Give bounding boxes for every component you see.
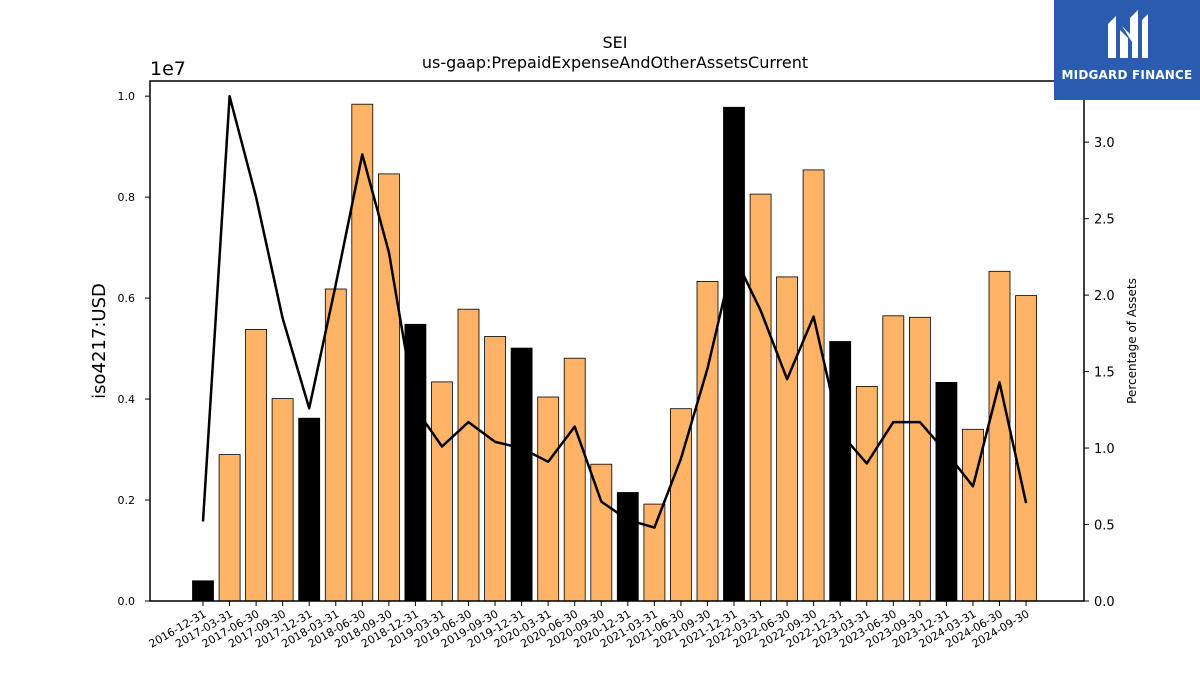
y-tick-label: 0.0 — [118, 595, 136, 608]
bar-2020-12-31 — [616, 492, 639, 602]
y2-tick-label: 1.0 — [1094, 442, 1115, 457]
bar-2019-03-31 — [431, 381, 453, 602]
y2-tick-label: 3.0 — [1094, 136, 1115, 151]
bar-2023-03-31 — [855, 385, 878, 602]
bar-2022-03-31 — [749, 193, 772, 602]
bar-2021-09-30 — [696, 280, 719, 602]
bar-2019-12-31 — [510, 347, 533, 602]
bar-2024-09-30 — [1015, 295, 1037, 602]
plot-frame — [149, 80, 1085, 602]
bar-2023-06-30 — [882, 315, 905, 602]
midgard-finance-logo: MIDGARD FINANCE — [1054, 0, 1200, 100]
y-tick-label: 0.2 — [118, 494, 136, 507]
y2-tick-label: 2.0 — [1094, 289, 1115, 304]
pct-of-assets-line — [201, 95, 1028, 529]
bar-2021-03-31 — [643, 503, 666, 602]
bar-2017-12-31 — [298, 417, 321, 602]
bar-2018-09-30 — [377, 173, 400, 602]
y-tick-label: 0.6 — [118, 292, 136, 305]
chart-subtitle: us-gaap:PrepaidExpenseAndOtherAssetsCurr… — [422, 53, 808, 72]
bar-2016-12-31 — [192, 580, 214, 602]
bar-2020-06-30 — [563, 357, 586, 602]
bar-2017-03-31 — [218, 454, 241, 602]
logo-text: MIDGARD FINANCE — [1061, 68, 1193, 82]
y-axis-label: iso4217:USD — [89, 283, 110, 399]
bar-2023-12-31 — [935, 381, 958, 602]
bar-2023-09-30 — [909, 316, 931, 602]
y-tick-label: 0.8 — [118, 191, 136, 204]
bar-2017-09-30 — [271, 398, 294, 602]
y2-tick-label: 2.5 — [1094, 213, 1115, 228]
bar-2019-06-30 — [457, 308, 480, 602]
bar-2017-06-30 — [245, 328, 268, 602]
bar-2020-03-31 — [537, 396, 560, 602]
bar-2021-12-31 — [723, 106, 745, 602]
bar-2022-06-30 — [776, 276, 798, 602]
y2-axis-label: Percentage of Assets — [1125, 278, 1139, 404]
y-tick-label: 0.4 — [118, 393, 136, 406]
logo-mark-icon — [1108, 10, 1148, 58]
y2-tick-label: 0.0 — [1094, 595, 1115, 610]
bar-2022-09-30 — [802, 169, 825, 602]
chart-title: SEI — [603, 33, 628, 52]
bar-2019-09-30 — [484, 336, 507, 602]
bar-2024-06-30 — [988, 270, 1011, 602]
bar-2018-03-31 — [324, 288, 347, 602]
y2-tick-label: 1.5 — [1094, 366, 1115, 381]
bar-2022-12-31 — [829, 341, 852, 602]
y-offset-label: 1e7 — [150, 58, 186, 80]
y-tick-label: 1.0 — [118, 90, 136, 103]
bar-2020-09-30 — [590, 463, 613, 602]
y2-tick-label: 0.5 — [1094, 519, 1115, 534]
